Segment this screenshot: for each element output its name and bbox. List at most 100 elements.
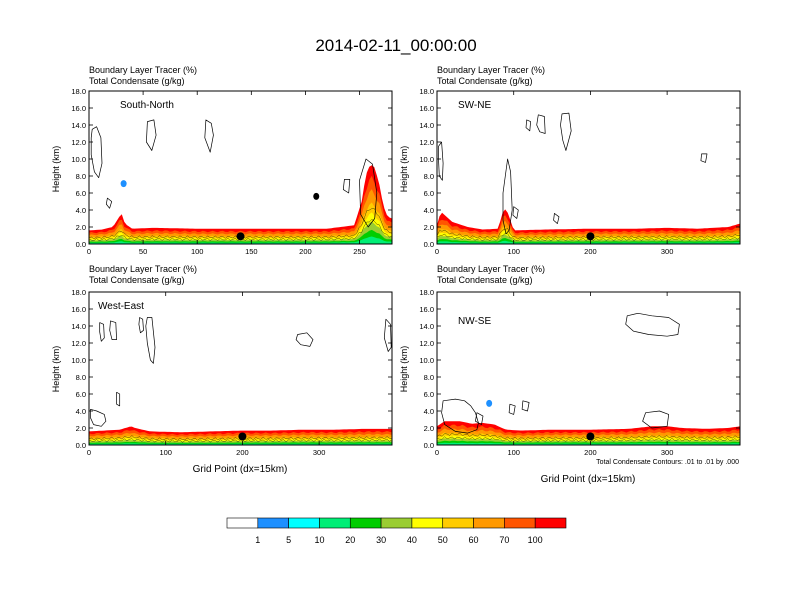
panel-south-north-title-line-1: Boundary Layer Tracer (%) — [89, 65, 197, 75]
panel-nw-se-contour-note: Total Condensate Contours: .01 to .01 by… — [596, 459, 739, 466]
panel-west-east-condensate-contour-0 — [99, 322, 105, 342]
panel-south-north: Boundary Layer Tracer (%) Total Condensa… — [51, 65, 393, 256]
panel-nw-se-tracer-band-3 — [437, 442, 740, 445]
panel-nw-se-frame — [436, 291, 741, 446]
panel-sw-ne-ytick-label-5: 10.0 — [419, 155, 434, 164]
panel-west-east-frame — [88, 291, 393, 446]
panel-south-north-ytick-label-6: 12.0 — [71, 138, 86, 147]
panel-west-east-ytick-label-4: 8.0 — [76, 373, 86, 382]
panel-nw-se-location-marker — [586, 432, 595, 441]
panel-south-north-plot-area — [89, 119, 392, 244]
colorbar-swatch-1 — [257, 517, 289, 529]
panel-south-north-xtick-label-3: 150 — [245, 247, 258, 256]
figure-title: 2014-02-11_00:00:00 — [315, 36, 476, 55]
panel-west-east-xtick-label-1: 100 — [159, 448, 172, 457]
panel-south-north-condensate-blob-1 — [313, 192, 320, 200]
colorbar-label-5: 40 — [407, 535, 417, 545]
panel-sw-ne-ytick-label-0: 0.0 — [424, 240, 434, 249]
panel-nw-se-condensate-contour-2 — [475, 412, 484, 425]
panel-sw-ne-xtick-label-2: 200 — [584, 247, 597, 256]
panel-sw-ne-ytick-label-2: 4.0 — [424, 206, 434, 215]
panel-south-north-location-marker — [236, 232, 245, 241]
panel-sw-ne-condensate-contour-3 — [536, 114, 546, 134]
panel-south-north-ylabel: Height (km) — [51, 146, 61, 193]
panel-nw-se-condensate-contour-0 — [625, 312, 680, 337]
panel-nw-se-ytick-label-7: 14.0 — [419, 322, 434, 331]
panel-south-north-condensate-contour-1 — [146, 119, 157, 151]
panel-west-east-plot-area — [89, 317, 392, 445]
panel-west-east-condensate-contour-6 — [90, 408, 107, 427]
panel-west-east-condensate-contour-2 — [138, 317, 144, 334]
panel-sw-ne-ytick-label-7: 14.0 — [419, 121, 434, 130]
panel-sw-ne-xtick-label-1: 100 — [507, 247, 520, 256]
panel-nw-se-plot-area — [437, 312, 740, 445]
colorbar-label-2: 10 — [314, 535, 324, 545]
panel-south-north-tracer-band-3 — [89, 236, 392, 244]
panel-nw-se-xtick-label-1: 100 — [507, 448, 520, 457]
panel-nw-se-condensate-blob-0 — [486, 399, 493, 407]
panel-sw-ne-condensate-contour-6 — [553, 213, 560, 224]
colorbar-swatch-5 — [380, 517, 413, 529]
panel-west-east-label: West-East — [98, 301, 144, 312]
colorbar-swatch-7 — [442, 517, 474, 529]
panel-nw-se-condensate-contour-5 — [642, 410, 670, 429]
panel-nw-se-title-line-1: Boundary Layer Tracer (%) — [437, 264, 545, 274]
panel-nw-se-xtick-label-3: 300 — [661, 448, 674, 457]
panel-south-north-title-line-2: Total Condensate (g/kg) — [89, 76, 185, 86]
colorbar-swatch-10 — [534, 517, 567, 529]
panel-nw-se-ytick-label-9: 18.0 — [419, 288, 434, 297]
panel-sw-ne: Boundary Layer Tracer (%) Total Condensa… — [399, 65, 741, 256]
colorbar-label-8: 70 — [499, 535, 509, 545]
panel-south-north-ytick-label-2: 4.0 — [76, 206, 86, 215]
colorbar: 1 5 10 20 30 40 50 60 70 100 — [226, 517, 567, 545]
panel-sw-ne-ytick-label-1: 2.0 — [424, 223, 434, 232]
panel-sw-ne-ytick-label-4: 8.0 — [424, 172, 434, 181]
panel-west-east: Boundary Layer Tracer (%) Total Condensa… — [51, 264, 393, 475]
panel-sw-ne-ytick-label-6: 12.0 — [419, 138, 434, 147]
colorbar-swatch-6 — [411, 517, 444, 529]
panel-west-east-ytick-label-7: 14.0 — [71, 322, 86, 331]
panel-south-north-label: South-North — [120, 100, 174, 111]
panel-west-east-condensate-contour-7 — [116, 391, 121, 407]
panel-west-east-ytick-label-9: 18.0 — [71, 288, 86, 297]
panel-sw-ne-frame — [436, 90, 741, 245]
panel-south-north-condensate-contour-0 — [90, 126, 103, 179]
panel-sw-ne-ylabel: Height (km) — [399, 146, 409, 193]
panel-south-north-ytick-label-0: 0.0 — [76, 240, 86, 249]
panel-west-east-ylabel: Height (km) — [51, 346, 61, 393]
panel-sw-ne-ytick-label-9: 18.0 — [419, 87, 434, 96]
panel-west-east-location-marker — [238, 432, 247, 441]
panel-west-east-ytick-label-0: 0.0 — [76, 441, 86, 450]
panel-nw-se: Boundary Layer Tracer (%) Total Condensa… — [399, 264, 741, 485]
colorbar-swatch-3 — [319, 517, 351, 529]
panel-sw-ne-plot-area — [437, 112, 740, 244]
panel-west-east-title-line-1: Boundary Layer Tracer (%) — [89, 264, 197, 274]
panel-south-north-ytick-label-3: 6.0 — [76, 189, 86, 198]
panel-south-north-xtick-label-2: 100 — [191, 247, 204, 256]
colorbar-swatch-4 — [349, 517, 382, 529]
colorbar-label-7: 60 — [469, 535, 479, 545]
panel-nw-se-ytick-label-3: 6.0 — [424, 390, 434, 399]
panel-nw-se-xtick-label-0: 0 — [435, 448, 439, 457]
panel-nw-se-condensate-contour-1 — [441, 398, 479, 434]
panel-sw-ne-tracer-band-3 — [437, 240, 740, 244]
panel-west-east-xtick-label-0: 0 — [87, 448, 91, 457]
panel-nw-se-ytick-label-8: 16.0 — [419, 305, 434, 314]
panel-south-north-condensate-contour-4 — [342, 179, 351, 194]
panel-sw-ne-condensate-contour-2 — [525, 119, 531, 132]
panel-sw-ne-condensate-contour-1 — [502, 158, 513, 235]
panel-sw-ne-ytick-label-3: 6.0 — [424, 189, 434, 198]
panel-west-east-ytick-label-3: 6.0 — [76, 390, 86, 399]
colorbar-swatch-0 — [226, 517, 259, 529]
panel-south-north-ytick-label-8: 16.0 — [71, 104, 86, 113]
panel-west-east-ytick-label-8: 16.0 — [71, 305, 86, 314]
colorbar-swatch-9 — [504, 517, 536, 529]
panel-south-north-xtick-label-0: 0 — [87, 247, 91, 256]
panel-nw-se-condensate-contour-3 — [508, 403, 516, 415]
panel-nw-se-label: NW-SE — [458, 316, 491, 327]
panel-nw-se-ytick-label-5: 10.0 — [419, 356, 434, 365]
panel-sw-ne-ytick-label-8: 16.0 — [419, 104, 434, 113]
panel-south-north-xtick-label-5: 250 — [353, 247, 366, 256]
panel-south-north-ytick-label-1: 2.0 — [76, 223, 86, 232]
